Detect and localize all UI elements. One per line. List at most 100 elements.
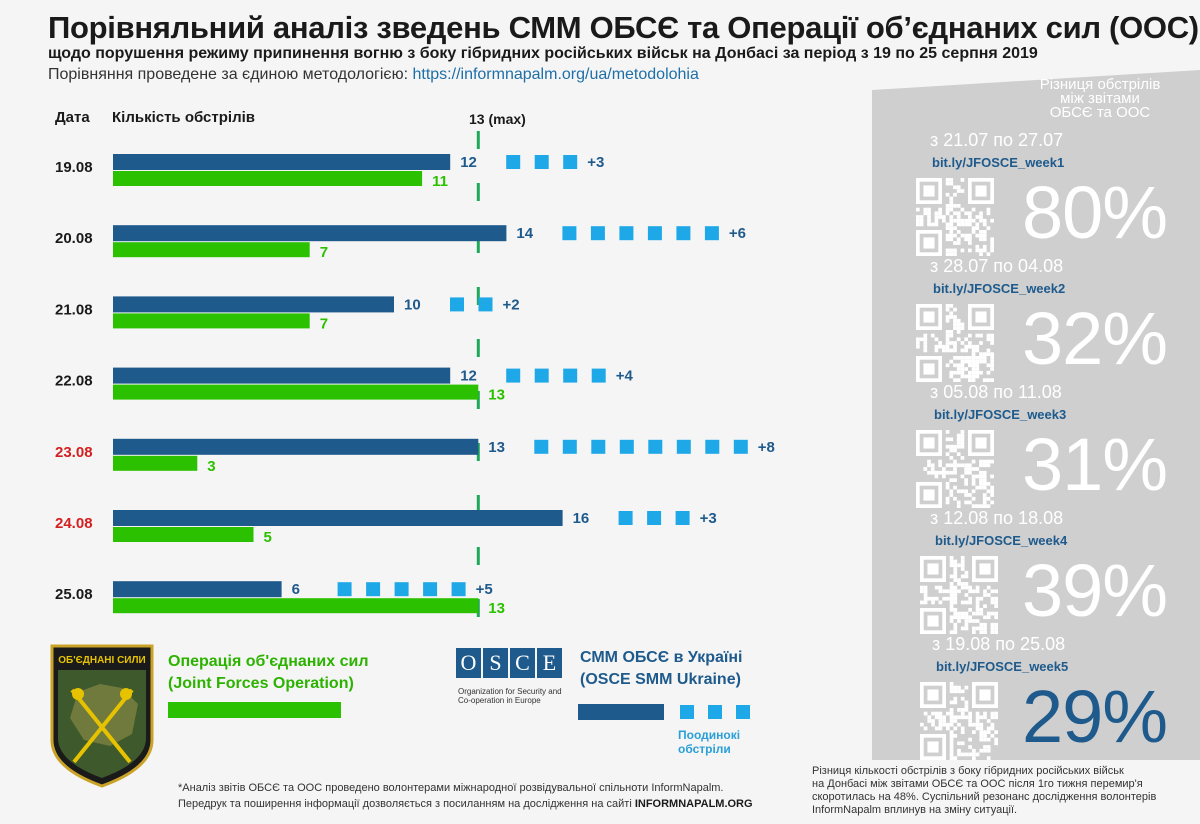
svg-text:ОБ'ЄДНАНІ СИЛИ: ОБ'ЄДНАНІ СИЛИ xyxy=(58,655,145,666)
difference-label: +4 xyxy=(616,368,634,385)
page-subtitle: щодо порушення режиму припинення вогню з… xyxy=(48,45,1038,62)
single-shell-square xyxy=(736,705,750,719)
shelling-bar-chart: 19.08 12 11 +3 20.08 14 7 +6 21.08 10 7 +2 22.08 12 13… xyxy=(55,131,775,618)
single-shell-square xyxy=(451,582,466,597)
smm-legend-line1: СММ ОБСЄ в Україні xyxy=(580,649,743,666)
qr-code-icon xyxy=(916,430,994,508)
single-shell-square xyxy=(590,226,605,241)
week-period: з 19.08 по 25.08 xyxy=(932,634,1066,654)
single-shell-square xyxy=(591,368,606,383)
difference-label: +3 xyxy=(587,154,604,171)
osce-legend-swatch xyxy=(578,704,664,720)
single-shell-line2: обстріли xyxy=(678,742,731,756)
jfo-bar xyxy=(113,242,310,258)
single-shell-square xyxy=(563,155,578,169)
osce-bar xyxy=(113,367,451,384)
osce-bar xyxy=(113,154,451,170)
jfo-bar xyxy=(113,384,479,400)
jfo-bar xyxy=(113,527,254,542)
date-label: 20.08 xyxy=(55,230,93,247)
week-period: з 28.07 по 04.08 xyxy=(930,256,1064,276)
jfo-value-label: 7 xyxy=(320,244,328,261)
week-link[interactable]: bit.ly/JFOSCE_week5 xyxy=(936,659,1069,674)
osce-value-label: 12 xyxy=(460,368,477,385)
qr-code-icon xyxy=(920,682,998,760)
jfo-bar xyxy=(113,455,198,471)
jfo-legend-line2: (Joint Forces Operation) xyxy=(168,675,354,692)
osce-value-label: 12 xyxy=(460,154,477,171)
single-shell-square xyxy=(619,226,634,241)
single-shell-square xyxy=(647,226,662,241)
jfo-value-label: 11 xyxy=(432,173,448,190)
single-shell-square xyxy=(337,582,352,597)
jfo-legend-label: Операція об'єднаних сил (Joint Forces Op… xyxy=(168,651,369,695)
single-shell-square xyxy=(648,439,663,454)
osce-value-label: 16 xyxy=(573,510,590,527)
single-shell-square xyxy=(619,439,634,454)
jfo-bar xyxy=(113,313,310,329)
week-link[interactable]: bit.ly/JFOSCE_week3 xyxy=(934,407,1067,422)
osce-value-label: 6 xyxy=(292,581,300,598)
qr-code-icon xyxy=(920,556,998,634)
week-link[interactable]: bit.ly/JFOSCE_week1 xyxy=(932,155,1065,170)
jfo-legend-line1: Операція об'єднаних сил xyxy=(168,653,369,670)
page-title: Порівняльний аналіз зведень СММ ОБСЄ та … xyxy=(48,10,1199,45)
single-shell-square xyxy=(366,582,381,597)
qr-code-icon xyxy=(916,304,994,382)
difference-label: +3 xyxy=(700,510,717,527)
single-shell-square xyxy=(705,439,720,454)
date-label: 24.08 xyxy=(55,515,93,532)
footnote: *Аналіз звітів ОБСЄ та ООС проведено вол… xyxy=(178,780,753,812)
week-period: з 21.07 по 27.07 xyxy=(930,130,1064,150)
week-period: з 05.08 по 11.08 xyxy=(930,382,1062,402)
osce-org-line2: Co-operation in Europe xyxy=(458,696,541,705)
week-percent: 31% xyxy=(1022,423,1168,506)
footnote-line2: Передрук та поширення інформації дозволя… xyxy=(178,796,753,812)
jfo-value-label: 13 xyxy=(488,387,505,404)
single-shell-square xyxy=(708,705,722,719)
methodology-line: Порівняння проведене за єдиною методолог… xyxy=(48,66,699,84)
single-shell-label: Поодинокі обстріли xyxy=(678,728,740,756)
single-shell-square xyxy=(563,368,578,383)
jfo-value-label: 5 xyxy=(264,529,272,546)
single-shell-square xyxy=(534,368,549,383)
single-shell-square xyxy=(478,297,493,312)
osce-org-line1: Organization for Security and xyxy=(458,687,562,696)
single-shell-square xyxy=(591,439,606,454)
single-shell-square xyxy=(534,155,549,169)
difference-label: +6 xyxy=(729,225,746,242)
single-shell-line1: Поодинокі xyxy=(678,728,741,742)
footnote-site: INFORMNAPALM.ORG xyxy=(634,798,753,810)
side-note-line2: на Донбасі між звітами ОБСЄ та ООС після… xyxy=(812,778,1143,790)
single-shell-square xyxy=(680,705,694,719)
week-link[interactable]: bit.ly/JFOSCE_week2 xyxy=(933,281,1066,296)
jfo-emblem: ОБ'ЄДНАНІ СИЛИ xyxy=(50,644,154,788)
osce-value-label: 14 xyxy=(516,225,533,242)
week-percent: 32% xyxy=(1022,297,1168,380)
osce-bar xyxy=(113,581,282,598)
single-shell-square xyxy=(394,582,409,597)
count-column-header: Кількість обстрілів xyxy=(112,109,255,126)
difference-label: +5 xyxy=(476,581,493,598)
side-note-line3: скоротилась на 48%. Суспільний резонанс … xyxy=(812,791,1157,803)
date-label: 19.08 xyxy=(55,159,93,176)
methodology-link[interactable]: https://informnapalm.org/ua/metodolohia xyxy=(412,66,699,83)
osce-bar xyxy=(113,225,507,242)
date-label: 22.08 xyxy=(55,373,93,390)
osce-value-label: 13 xyxy=(488,439,505,456)
week-period: з 12.08 по 18.08 xyxy=(930,508,1064,528)
osce-org-name: Organization for Security and Co-operati… xyxy=(458,687,562,705)
date-label: 25.08 xyxy=(55,586,93,603)
osce-logo: O S C E xyxy=(456,648,562,678)
single-shell-square xyxy=(676,439,691,454)
methodology-text: Порівняння проведене за єдиною методолог… xyxy=(48,66,413,83)
week-link[interactable]: bit.ly/JFOSCE_week4 xyxy=(935,533,1068,548)
side-note: Різниця кількості обстрілів з боку гібри… xyxy=(812,765,1156,817)
week-percent: 29% xyxy=(1022,675,1168,758)
jfo-value-label: 3 xyxy=(207,458,215,475)
jfo-legend-swatch xyxy=(168,702,341,718)
difference-label: +8 xyxy=(758,439,775,456)
single-shell-square xyxy=(534,439,549,454)
single-shell-square xyxy=(506,368,521,383)
single-shell-square xyxy=(562,226,577,241)
